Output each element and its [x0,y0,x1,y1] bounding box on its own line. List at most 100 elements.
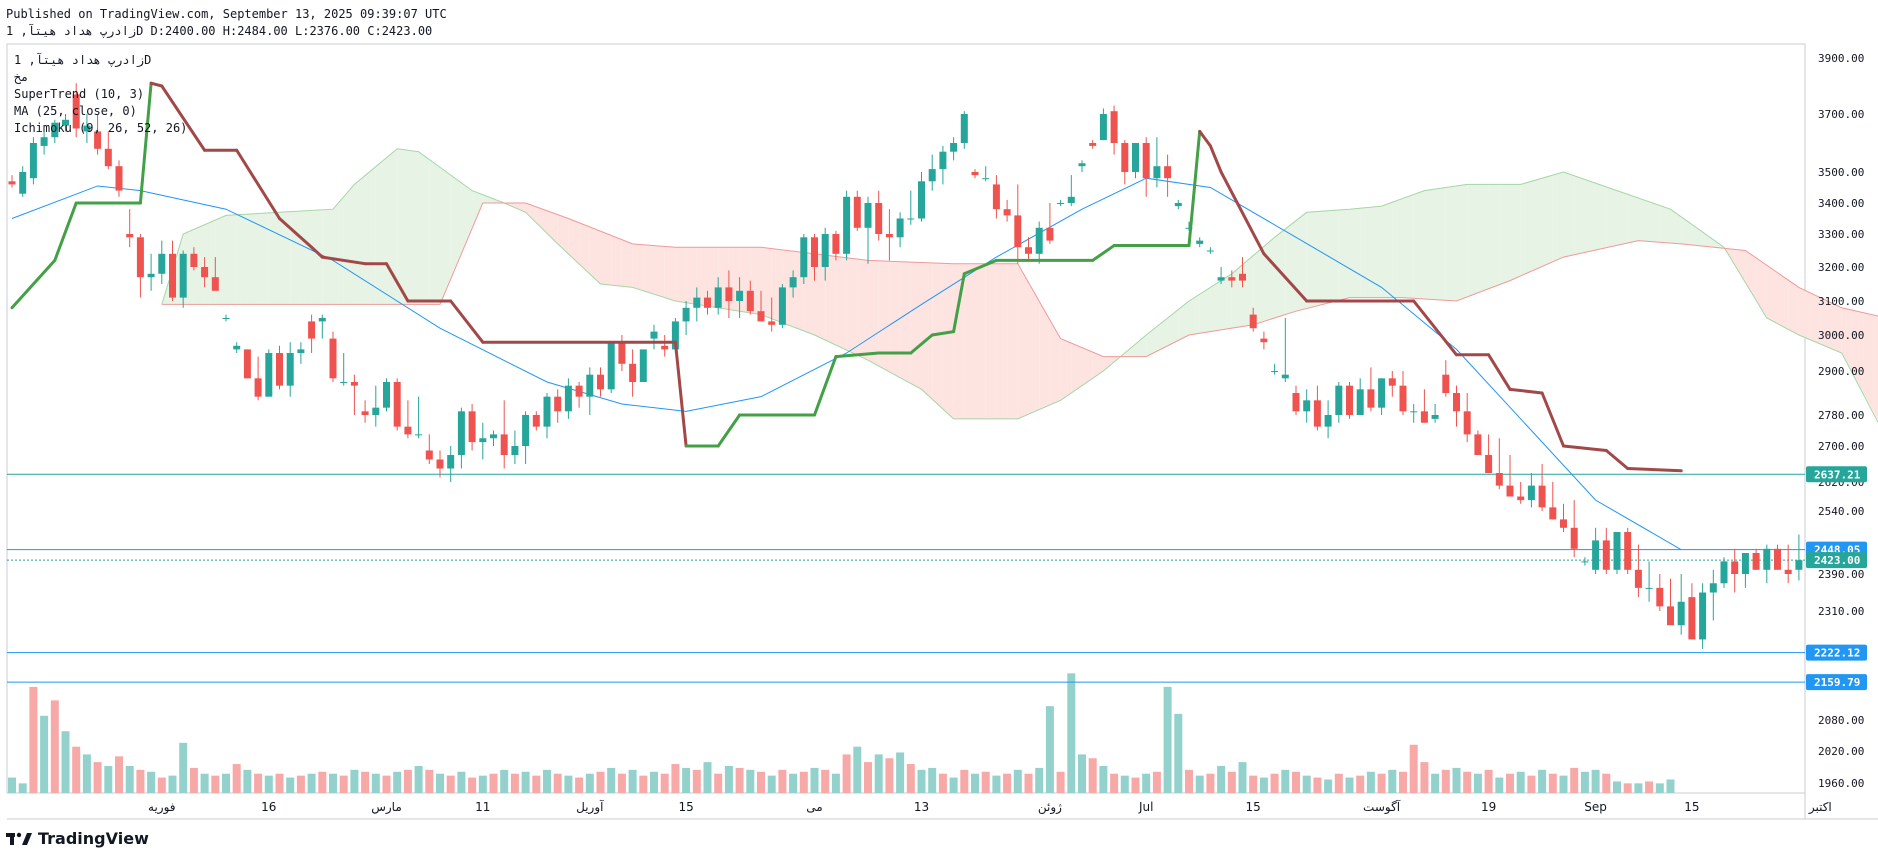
candle-body [425,450,433,460]
price-label-box [1806,466,1867,483]
candle-body [415,434,423,436]
candle-body [629,363,637,382]
ichimoku-cloud-segment [589,226,601,284]
candle-body [190,253,198,267]
x-tick-label: 16 [261,800,276,814]
volume-bar [1399,771,1407,793]
ichimoku-cloud-segment [1841,307,1853,373]
ichimoku-cloud-segment [985,263,997,419]
ichimoku-cloud-segment [761,247,772,319]
ichimoku-cloud-segment [1659,205,1671,244]
volume-bar [853,746,862,793]
legend-ma[interactable]: MA (25, close, 0) [14,104,137,118]
supertrend-segment [1219,170,1266,256]
candle-body [511,446,519,455]
supertrend-segment [813,355,838,417]
candle-body [500,434,508,455]
candle-body [864,203,872,228]
y-tick-label: 3700.00 [1818,108,1864,121]
ichimoku-cloud-segment [975,263,986,419]
y-tick-label: 3500.00 [1818,166,1864,179]
supertrend-segment [1508,387,1544,395]
volume-bar [1163,686,1172,793]
candle-body [318,318,326,322]
volume-bar [1655,783,1664,793]
volume-bar [211,775,220,793]
candle-body [736,290,744,301]
published-info: Published on TradingView.com, September … [6,7,447,21]
volume-bar [1602,773,1611,793]
candle-body [1463,411,1471,435]
volume-bar [510,773,519,793]
ichimoku-cloud-segment [1574,175,1585,255]
volume-bar [896,752,905,793]
candle-body [875,203,883,234]
symbol-ohlc-line: زادرپ هداد هیتآ, 1D D:2400.00 H:2484.00 … [6,24,433,38]
tradingview-brand[interactable]: TradingView [6,829,149,848]
x-tick-label: 15 [1246,800,1261,814]
volume-bar [393,771,402,793]
candle-body [1303,400,1311,412]
candle-body [1645,587,1653,589]
candle-body [1292,393,1300,412]
volume-bar [1013,769,1022,793]
legend-symbol[interactable]: زادرپ هداد هیتآ, 1D [14,53,152,67]
candle-body [1527,485,1535,501]
candle-body [1132,143,1139,172]
volume-bar [264,775,273,793]
volume-bar [660,773,669,793]
candle-body [361,411,369,415]
volume-bar [585,773,594,793]
volume-bar [1548,773,1557,793]
volume-bar [1270,773,1279,793]
tradingview-logo-icon [6,832,32,845]
price-label-box [1806,674,1867,691]
volume-bar [425,769,434,793]
candle-body [126,234,134,238]
candle-body [1592,540,1600,570]
price-label-box [1806,552,1867,569]
ichimoku-cloud-segment [932,262,943,409]
ichimoku-cloud-segment [1820,297,1831,349]
candle-body [1014,215,1022,248]
ichimoku-cloud-segment [1082,347,1093,386]
y-tick-label: 2020.00 [1818,745,1864,758]
volume-bar [1613,781,1621,793]
supertrend-segment [930,330,956,337]
candle-body [1121,143,1129,172]
volume-bar [1495,777,1504,793]
volume-bar [457,771,466,793]
ichimoku-cloud-segment [268,212,280,305]
volume-bar [254,773,263,793]
ichimoku-cloud-segment [1135,335,1147,357]
ichimoku-cloud-segment [654,245,665,298]
x-tick-label: آوریل [576,799,604,815]
candle-body [1410,411,1418,413]
ichimoku-cloud-segment [900,261,911,384]
legend-supertrend[interactable]: SuperTrend (10, 3) [14,87,145,101]
volume-bar [821,769,830,793]
candle-body [907,218,915,220]
brand-name: TradingView [38,829,149,848]
candle-body [789,277,797,288]
ichimoku-cloud-segment [1595,183,1607,251]
volume-bar [992,775,1001,793]
ichimoku-cloud-segment [1296,212,1307,312]
ichimoku-cloud-segment [835,256,847,351]
candle-body [639,349,647,382]
ichimoku-cloud-segment [247,213,259,305]
ichimoku-cloud-segment [440,166,451,305]
legend-ichimoku[interactable]: Ichimoku (9, 26, 52, 26) [14,121,188,135]
volume-bar [275,773,284,793]
candle-body [51,122,59,138]
ichimoku-cloud-segment [1467,184,1478,297]
candle-body [1517,496,1525,501]
candle-body [950,143,958,152]
candle-body [62,119,69,126]
candle-body [1089,143,1097,146]
candle-body [1474,434,1482,455]
x-tick-label: می [806,800,822,814]
candle-body [1677,601,1685,626]
ichimoku-cloud-segment [429,159,440,305]
